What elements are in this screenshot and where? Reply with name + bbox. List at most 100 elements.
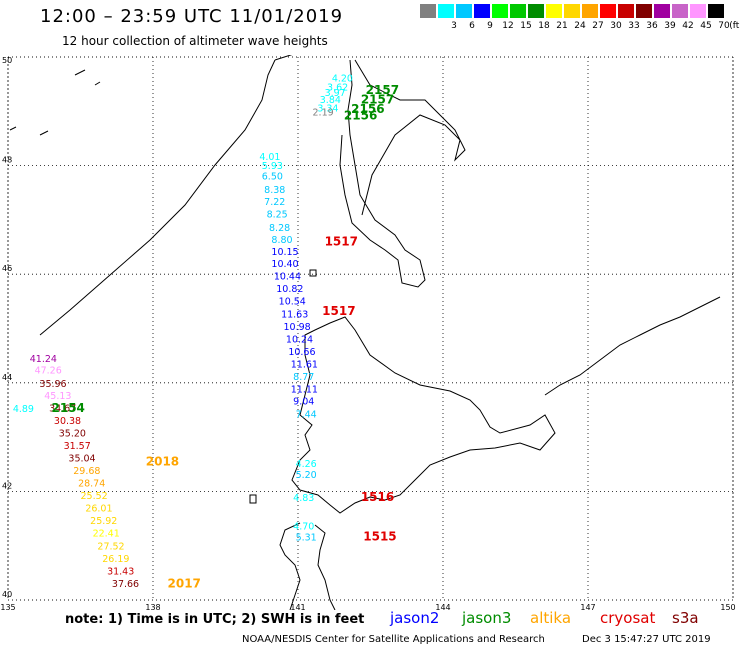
wave-height-value: 35.20: [59, 429, 86, 440]
legend-swatch: [636, 4, 652, 18]
map-title: 12:00 – 23:59 UTC 11/01/2019: [40, 6, 344, 27]
legend-label: 36: [646, 21, 658, 31]
satellite-label-cryosat: cryosat: [600, 609, 656, 627]
legend-swatch: [456, 4, 472, 18]
coast-hokkaido: [291, 316, 556, 514]
wave-height-value: 3.97: [325, 88, 346, 99]
wave-height-value: 4.01: [259, 152, 280, 163]
wave-height-observations: 4.203.623.973.843.342.19 4.015.936.50 8.38…: [13, 73, 353, 590]
legend-label: 9: [487, 21, 493, 31]
legend-swatch: [690, 4, 706, 18]
legend-swatch: [600, 4, 616, 18]
satellite-label-jason2: jason2: [390, 609, 440, 627]
coast-honshu-north: [279, 522, 336, 610]
legend-label: 45: [700, 21, 712, 31]
wave-height-value: 2.19: [313, 108, 334, 119]
legend-swatch: [474, 4, 490, 18]
wave-height-value: 4.70: [293, 521, 314, 532]
map-frame: [7, 56, 734, 601]
legend-swatch: [708, 4, 724, 18]
legend-label: 30: [610, 21, 622, 31]
wave-height-value: 26.19: [102, 554, 129, 565]
latitude-tick-label: 50: [2, 56, 12, 65]
wave-height-value: 7.22: [264, 197, 285, 208]
wave-height-value: 10.54: [279, 297, 306, 308]
coast-okushiri: [249, 494, 257, 504]
wave-height-value: 25.92: [90, 516, 117, 527]
coast-russian-isles: [9, 69, 101, 136]
wave-height-value: 30.38: [54, 416, 81, 427]
wave-height-value: 4.26: [296, 459, 317, 470]
wave-height-value: 5.20: [296, 470, 317, 481]
wave-height-value: 27.52: [97, 542, 124, 553]
graticule: [7, 56, 734, 601]
wave-height-value: 10.82: [276, 284, 303, 295]
wave-height-value: 37.66: [112, 579, 139, 590]
wave-height-value: 11.63: [281, 310, 308, 321]
latitude-tick-label: 44: [2, 373, 12, 382]
wave-height-value: 29.68: [73, 466, 100, 477]
pass-time-label: 2157: [361, 93, 394, 107]
legend-label: 39: [664, 21, 676, 31]
map-subtitle: 12 hour collection of altimeter wave hei…: [62, 34, 328, 48]
wave-height-value: 6.50: [262, 172, 283, 183]
axis-tick-labels: 135 138 141 144 147 150 50 48 46 44 42 40: [0, 56, 735, 610]
wave-height-value: 41.24: [30, 354, 57, 365]
pass-time-label: 2156: [344, 108, 377, 122]
wave-height-value: 5.93: [262, 161, 283, 172]
legend-label: 18: [538, 21, 550, 31]
coast-kuril-islands: [544, 296, 721, 396]
wave-height-value: 34.67: [49, 404, 76, 415]
wave-height-value: 4.20: [332, 73, 353, 84]
wave-height-value: 10.66: [288, 347, 315, 358]
wave-height-value: 31.43: [107, 566, 134, 577]
coast-asia-mainland: [39, 59, 276, 336]
wave-height-value: 45.13: [44, 391, 71, 402]
legend-swatch: [438, 4, 454, 18]
wave-height-value: 47.26: [35, 366, 62, 377]
coast-sakhalin-east: [354, 59, 466, 216]
satellite-label-jason3: jason3: [462, 609, 512, 627]
latitude-tick-label: 40: [2, 590, 12, 599]
wave-height-value: 8.38: [264, 185, 285, 196]
wave-height-value: 3.62: [327, 83, 348, 94]
wave-height-value: 8.28: [269, 223, 290, 234]
legend-unit: (ft): [729, 21, 740, 31]
legend-label: 15: [520, 21, 532, 31]
legend-label: 6: [469, 21, 475, 31]
wave-height-value: 10.98: [284, 322, 311, 333]
legend-label: 42: [682, 21, 694, 31]
wave-height-value: 8.77: [293, 372, 314, 383]
wave-height-value: 4.83: [293, 493, 314, 504]
wave-height-value: 25.52: [81, 491, 108, 502]
legend-label: 3: [451, 21, 457, 31]
wave-height-value: 4.89: [13, 404, 34, 415]
wave-height-value: 10.44: [274, 272, 301, 283]
legend-swatch: [528, 4, 544, 18]
wave-height-value: 8.25: [267, 210, 288, 221]
wave-height-value: 3.84: [320, 95, 341, 106]
longitude-tick-label: 147: [580, 603, 595, 610]
generated-timestamp: Dec 3 15:47:27 UTC 2019: [582, 634, 711, 645]
latitude-tick-label: 42: [2, 481, 12, 490]
wave-height-value: 10.24: [286, 335, 313, 346]
longitude-tick-label: 141: [290, 603, 305, 610]
legend-swatch: [492, 4, 508, 18]
wave-height-value: 7.44: [296, 410, 317, 421]
footnote: note: 1) Time is in UTC; 2) SWH is in fe…: [65, 612, 365, 627]
wave-height-value: 10.15: [271, 247, 298, 258]
wave-height-value: 31.57: [64, 441, 91, 452]
wave-height-value: 35.96: [39, 379, 66, 390]
pass-time-label: 2157: [366, 83, 399, 97]
pass-time-label: 1517: [322, 304, 355, 318]
pass-time-label: 2156: [351, 102, 384, 116]
pass-time-label: 2154: [52, 401, 85, 415]
credit-line: NOAA/NESDIS Center for Satellite Applica…: [242, 634, 545, 645]
coast-rishiri: [309, 269, 317, 277]
latitude-tick-label: 46: [2, 264, 12, 273]
wave-height-value: 5.31: [296, 532, 317, 543]
wave-height-value: 3.34: [317, 103, 338, 114]
satellite-label-s3a: s3a: [672, 609, 699, 627]
longitude-tick-label: 138: [145, 603, 160, 610]
